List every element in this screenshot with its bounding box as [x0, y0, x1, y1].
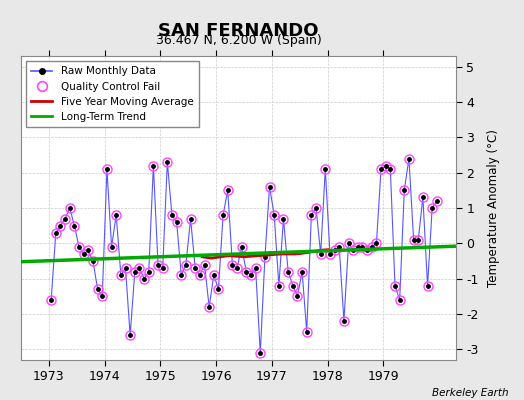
Text: 36.467 N, 6.200 W (Spain): 36.467 N, 6.200 W (Spain): [156, 34, 321, 47]
Text: SAN FERNANDO: SAN FERNANDO: [158, 22, 319, 40]
Y-axis label: Temperature Anomaly (°C): Temperature Anomaly (°C): [487, 129, 500, 287]
Text: Berkeley Earth: Berkeley Earth: [432, 388, 508, 398]
Legend: Raw Monthly Data, Quality Control Fail, Five Year Moving Average, Long-Term Tren: Raw Monthly Data, Quality Control Fail, …: [26, 61, 199, 127]
